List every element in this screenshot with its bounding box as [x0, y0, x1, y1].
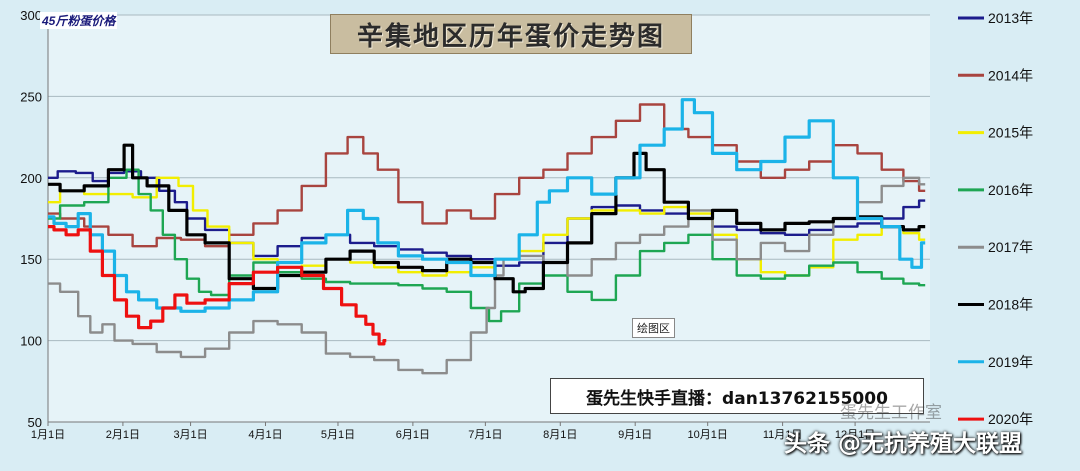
- y-tick-label: 200: [20, 171, 42, 186]
- legend-label: 2018年: [988, 297, 1033, 313]
- series-line: [48, 98, 926, 313]
- legend-label: 2015年: [988, 125, 1033, 141]
- legend-label: 2013年: [988, 10, 1033, 26]
- unit-label: 45斤粉蛋价格: [40, 12, 118, 29]
- series-line: [48, 176, 926, 375]
- series-line: [48, 168, 926, 323]
- y-tick-label: 50: [28, 415, 42, 430]
- y-tick-label: 100: [20, 334, 42, 349]
- legend-label: 2014年: [988, 67, 1033, 83]
- x-tick-label: 1月1日: [31, 429, 65, 441]
- legend-label: 2017年: [988, 239, 1033, 255]
- x-tick-label: 3月1日: [173, 429, 207, 441]
- x-tick-label: 2月1日: [106, 429, 140, 441]
- watermark-large: 头条 @无抗养殖大联盟: [784, 431, 1023, 457]
- legend-label: 2020年: [988, 411, 1033, 427]
- x-tick-label: 8月1日: [543, 429, 577, 441]
- x-tick-label: 11月1日: [763, 429, 803, 441]
- x-tick-label: 7月1日: [468, 429, 502, 441]
- broadcast-banner: 蛋先生快手直播：dan13762155000: [550, 378, 924, 414]
- x-tick-label: 5月1日: [321, 429, 355, 441]
- x-tick-label: 12月1日: [835, 429, 875, 441]
- chart-title: 辛集地区历年蛋价走势图: [330, 14, 692, 54]
- plot-area-tag: 绘图区: [632, 318, 675, 338]
- y-tick-label: 150: [20, 252, 42, 267]
- x-tick-label: 4月1日: [248, 429, 282, 441]
- series-line: [48, 170, 926, 267]
- x-tick-label: 10月1日: [688, 429, 728, 441]
- x-tick-label: 9月1日: [618, 429, 652, 441]
- y-tick-label: 300: [20, 8, 42, 23]
- series-line: [48, 225, 387, 346]
- legend-label: 2016年: [988, 182, 1033, 198]
- watermark-small: 蛋先生工作室: [840, 403, 942, 423]
- y-tick-label: 250: [20, 89, 42, 104]
- x-tick-label: 6月1日: [396, 429, 430, 441]
- legend-label: 2019年: [988, 354, 1033, 370]
